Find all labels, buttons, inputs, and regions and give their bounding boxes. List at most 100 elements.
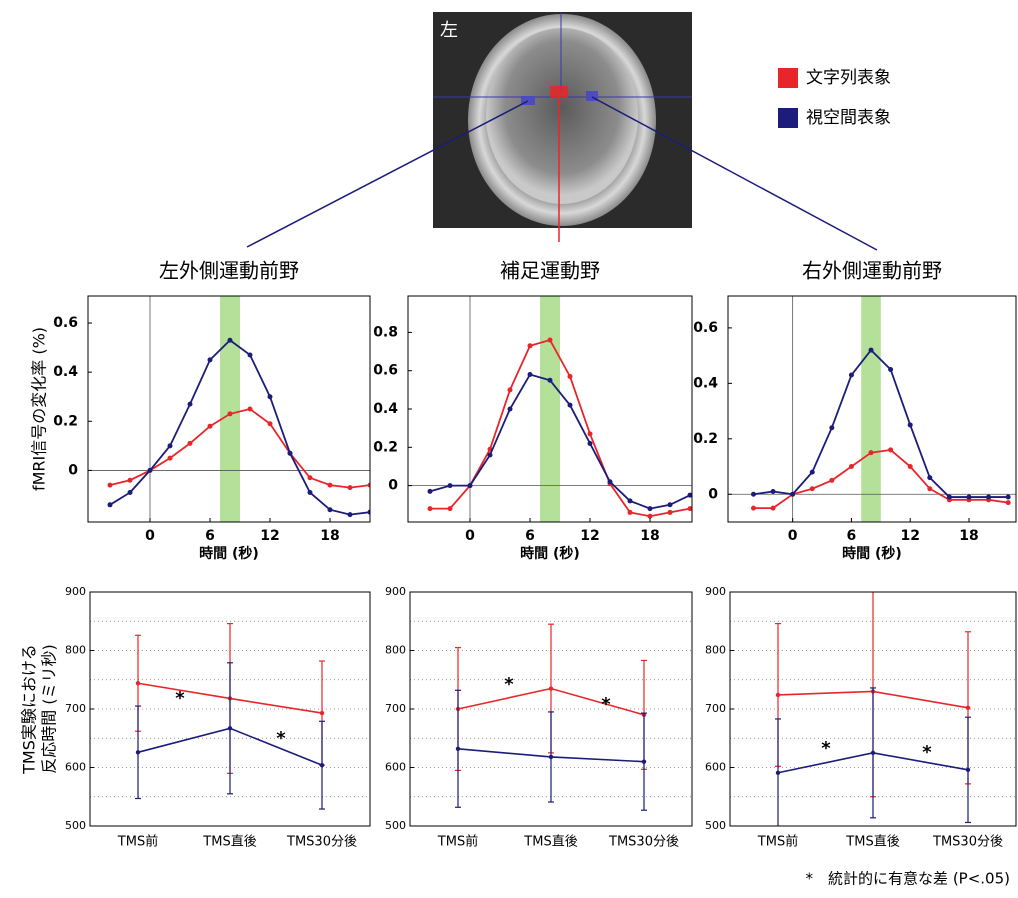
data-point [608,479,613,484]
y-tick-label: 0.6 [53,315,78,331]
data-point [849,373,854,378]
data-point [668,510,673,515]
y-tick-label: 900 [385,585,406,598]
data-point [136,681,140,685]
data-point [869,450,874,455]
data-point [348,512,353,517]
data-point [228,411,233,416]
data-point [448,506,453,511]
data-point [986,495,991,500]
data-point [908,422,913,427]
data-point [568,403,573,408]
legend-swatch [778,68,798,88]
y-tick-label: 0 [388,478,398,494]
data-point [548,378,553,383]
data-point [248,407,253,412]
data-point [947,495,952,500]
x-tick-label: TMS30分後 [286,835,357,850]
data-point [320,711,324,715]
data-point [888,367,893,372]
y-tick-label: 0.2 [693,431,718,447]
data-point [428,506,433,511]
data-point [642,759,646,763]
data-point [771,489,776,494]
data-point [188,402,193,407]
y-tick-label: 0.2 [373,439,398,455]
x-tick-label: 18 [320,528,339,544]
data-point [790,492,795,497]
x-tick-label: 6 [205,528,215,544]
data-point [168,456,173,461]
y-tick-label: 700 [65,702,86,715]
x-tick-label: TMS前 [757,834,798,850]
x-tick-label: TMS前 [437,834,478,850]
y-tick-label: 700 [385,702,406,715]
y-axis-label: 反応時間 (ミリ秒) [40,644,59,774]
y-tick-label: 700 [705,702,726,715]
y-tick-label: 500 [705,819,726,832]
data-point [628,498,633,503]
x-tick-label: 0 [145,528,155,544]
data-point [1006,495,1011,500]
data-point [328,483,333,488]
legend-label: 文字列表象 [806,68,891,88]
data-point [288,451,293,456]
y-tick-label: 0.6 [373,363,398,379]
x-tick-label: TMS直後 [202,835,256,850]
x-tick-label: 0 [788,528,798,544]
data-point [568,374,573,379]
data-point [528,343,533,348]
x-tick-label: 0 [465,528,475,544]
data-point [208,357,213,362]
significance-mark: * [504,674,514,695]
y-tick-label: 0 [708,486,718,502]
x-tick-label: 12 [900,528,919,544]
footnote: * 統計的に有意な差 (P<.05) [806,870,1010,888]
x-axis-label: 時間 (秒) [520,545,580,562]
data-point [528,372,533,377]
x-tick-label: 18 [959,528,978,544]
chart: 06121800.20.40.60.8補足運動野時間 (秒) [373,259,692,563]
data-point [871,751,875,755]
significance-mark: * [175,688,185,709]
significance-mark: * [276,728,286,749]
data-point [668,502,673,507]
data-point [128,478,133,483]
data-point [268,394,273,399]
y-tick-label: 0.2 [53,413,78,429]
highlight-band [220,296,240,522]
data-point [549,686,553,690]
data-point [771,506,776,511]
y-tick-label: 0.4 [53,364,78,380]
data-point [869,348,874,353]
data-point [776,771,780,775]
data-point [128,490,133,495]
x-tick-label: 12 [260,528,279,544]
data-point [849,464,854,469]
data-point [588,431,593,436]
data-point [208,424,213,429]
y-tick-label: 900 [705,585,726,598]
data-point [248,352,253,357]
data-point [488,452,493,457]
figure: 左 * 統計的に有意な差 (P<.05) 文字列表象視空間表象06121800.… [0,0,1018,894]
data-point [148,468,153,473]
data-point [308,475,313,480]
data-point [268,421,273,426]
data-point [456,747,460,751]
data-point [588,441,593,446]
data-point [829,478,834,483]
y-tick-label: 600 [385,761,406,774]
data-point [108,483,113,488]
x-axis-label: 時間 (秒) [842,545,902,562]
data-point [549,755,553,759]
x-tick-label: 18 [640,528,659,544]
y-tick-label: 800 [385,644,406,657]
data-point [228,338,233,343]
y-tick-label: 900 [65,585,86,598]
y-tick-label: 800 [65,644,86,657]
significance-mark: * [601,694,611,715]
